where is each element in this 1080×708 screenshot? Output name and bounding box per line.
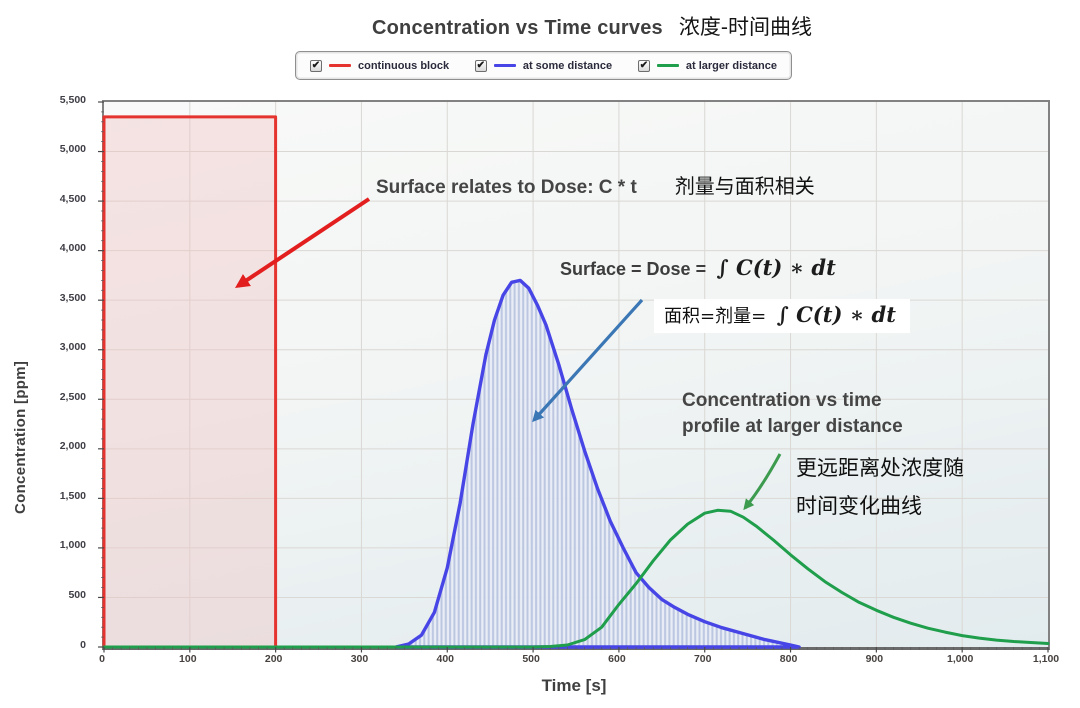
x-tick-label: 400	[436, 653, 455, 665]
y-tick-label: 2,000	[59, 440, 86, 453]
x-tick-label: 200	[264, 653, 283, 665]
x-tick-label: 100	[179, 653, 197, 665]
annotation-surface-dose-en: Surface relates to Dose: C * t	[376, 177, 637, 198]
x-tick-label: 1,000	[947, 653, 974, 665]
y-tick-label: 2,500	[59, 390, 86, 403]
red-arrow-icon	[235, 197, 371, 288]
y-tick-label: 4,000	[59, 242, 86, 255]
x-tick-label: 0	[99, 653, 105, 665]
legend-line-sample	[329, 64, 351, 67]
x-tick-label: 800	[779, 653, 798, 665]
x-tick-label: 300	[350, 653, 369, 665]
plot-area: Surface relates to Dose: C * t 剂量与面积相关 S…	[98, 100, 1050, 653]
series-at-larger-distance	[102, 508, 1050, 649]
y-axis-tick-labels: 0 500 1,000 1,500 2,000 2,500 3,000 3,500 4,000 4…	[0, 94, 94, 651]
x-tick-label: 900	[865, 653, 884, 665]
x-axis-tick-labels: 0 100 200 300 400 500 600 700 800 900 1,000 1,100	[99, 650, 1059, 666]
chart-title: Concentration vs Time curves 浓度-时间曲线	[372, 11, 812, 41]
annotation-profile-en: Concentration vs time profile at larger …	[682, 390, 903, 437]
x-tick-label: 500	[522, 653, 540, 665]
legend-item-label: at larger distance	[685, 59, 777, 72]
checkbox-checked-icon[interactable]: ✔	[310, 59, 322, 72]
green-arrow-icon	[743, 453, 782, 511]
x-tick-label: 600	[608, 653, 626, 665]
y-tick-label: 500	[68, 588, 86, 601]
annotation-surface-formula-en: Surface = Dose = ∫ C(t) ∗ dt	[560, 255, 836, 280]
legend: ✔ continuous block ✔ at some distance ✔ at la…	[295, 51, 792, 80]
annotation-formula-en-prefix: Surface = Dose =	[560, 259, 707, 279]
y-tick-label: 4,500	[59, 192, 86, 205]
annotation-formula-zh-prefix: 面积=剂量=	[664, 306, 767, 327]
legend-item-continuous-block[interactable]: ✔ continuous block	[310, 59, 450, 72]
chart-canvas	[98, 101, 1050, 653]
legend-item-at-larger-distance[interactable]: ✔ at larger distance	[637, 59, 777, 72]
annotation-surface-dose: Surface relates to Dose: C * t 剂量与面积相关	[376, 170, 815, 199]
checkbox-checked-icon[interactable]: ✔	[474, 59, 487, 72]
legend-item-label: continuous block	[358, 59, 450, 72]
y-tick-label: 1,000	[59, 539, 86, 552]
x-tick-label: 1,100	[1032, 653, 1060, 665]
blue-arrow-icon	[532, 298, 644, 423]
annotation-profile-zh: 更远距离处浓度随 时间变化曲线	[796, 456, 964, 518]
legend-item-at-some-distance[interactable]: ✔ at some distance	[474, 59, 613, 72]
y-tick-label: 3,000	[59, 341, 86, 354]
annotation-surface-formula-zh: 面积=剂量= ∫ C(t) ∗ dt	[654, 299, 910, 333]
x-tick-label: 700	[693, 653, 712, 665]
legend-item-label: at some distance	[522, 59, 613, 72]
y-tick-label: 3,500	[59, 291, 86, 304]
checkbox-checked-icon[interactable]: ✔	[637, 59, 650, 72]
y-tick-label: 1,500	[59, 489, 86, 502]
annotation-formula-en-integral: ∫ C(t) ∗ dt	[716, 255, 836, 280]
y-axis-label: Concentration [ppm]	[12, 360, 29, 514]
legend-line-sample	[493, 64, 516, 67]
x-axis-label: Time [s]	[541, 676, 607, 695]
series-continuous-block	[102, 115, 278, 649]
annotation-surface-dose-zh: 剂量与面积相关	[674, 174, 815, 198]
y-tick-label: 5,500	[59, 93, 86, 106]
legend-line-sample	[656, 64, 679, 67]
chart-title-en: Concentration vs Time curves	[372, 17, 663, 39]
chart-title-zh: 浓度-时间曲线	[678, 15, 812, 39]
y-tick-label: 5,000	[59, 143, 86, 156]
y-tick-label: 0	[80, 638, 86, 651]
annotation-formula-zh-integral: ∫ C(t) ∗ dt	[776, 302, 896, 327]
series-at-some-distance	[394, 278, 801, 649]
